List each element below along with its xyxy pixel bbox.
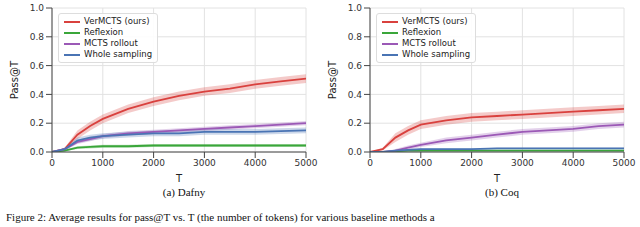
html-text:MCTS rollout: MCTS rollout — [84, 38, 138, 48]
svg-text:0: 0 — [367, 158, 373, 168]
svg-text:2000: 2000 — [460, 158, 483, 168]
svg-text:4000: 4000 — [244, 158, 267, 168]
html-text:Whole sampling: Whole sampling — [402, 49, 471, 59]
svg-text:0.4: 0.4 — [30, 90, 45, 100]
html-text:Reflexion: Reflexion — [402, 27, 442, 37]
svg-text:0.0: 0.0 — [30, 147, 45, 157]
svg-text:0.0: 0.0 — [348, 147, 363, 157]
svg-text:Pass@T: Pass@T — [327, 60, 338, 99]
svg-text:Pass@T: Pass@T — [9, 60, 20, 99]
svg-text:0.2: 0.2 — [348, 118, 362, 128]
html-text:Figure 2: Average results for: Figure 2: Average results for pass@T vs.… — [6, 211, 435, 223]
html-text:VerMCTS (ours): VerMCTS (ours) — [84, 16, 150, 26]
html-text:(a) Dafny: (a) Dafny — [162, 186, 206, 198]
svg-text:5000: 5000 — [295, 158, 318, 168]
svg-text:1.0: 1.0 — [30, 3, 45, 13]
svg-text:1000: 1000 — [409, 158, 432, 168]
svg-text:0.6: 0.6 — [30, 61, 45, 71]
svg-text:2000: 2000 — [142, 158, 165, 168]
svg-text:5000: 5000 — [613, 158, 632, 168]
html-text:MCTS rollout: MCTS rollout — [402, 38, 456, 48]
svg-text:3000: 3000 — [193, 158, 216, 168]
svg-text:0.4: 0.4 — [348, 90, 363, 100]
svg-text:0.6: 0.6 — [348, 61, 363, 71]
svg-text:3000: 3000 — [511, 158, 534, 168]
html-text:Reflexion: Reflexion — [84, 27, 124, 37]
svg-text:0.8: 0.8 — [30, 32, 45, 42]
html-text:VerMCTS (ours): VerMCTS (ours) — [402, 16, 468, 26]
svg-text:0: 0 — [49, 158, 55, 168]
svg-text:T: T — [493, 173, 501, 184]
svg-text:T: T — [175, 173, 183, 184]
svg-text:0.2: 0.2 — [30, 118, 44, 128]
svg-text:0.8: 0.8 — [348, 32, 363, 42]
html-text:Whole sampling: Whole sampling — [84, 49, 153, 59]
html-text:(b) Coq: (b) Coq — [485, 186, 519, 198]
svg-text:1000: 1000 — [91, 158, 114, 168]
svg-text:1.0: 1.0 — [348, 3, 363, 13]
svg-text:4000: 4000 — [562, 158, 585, 168]
